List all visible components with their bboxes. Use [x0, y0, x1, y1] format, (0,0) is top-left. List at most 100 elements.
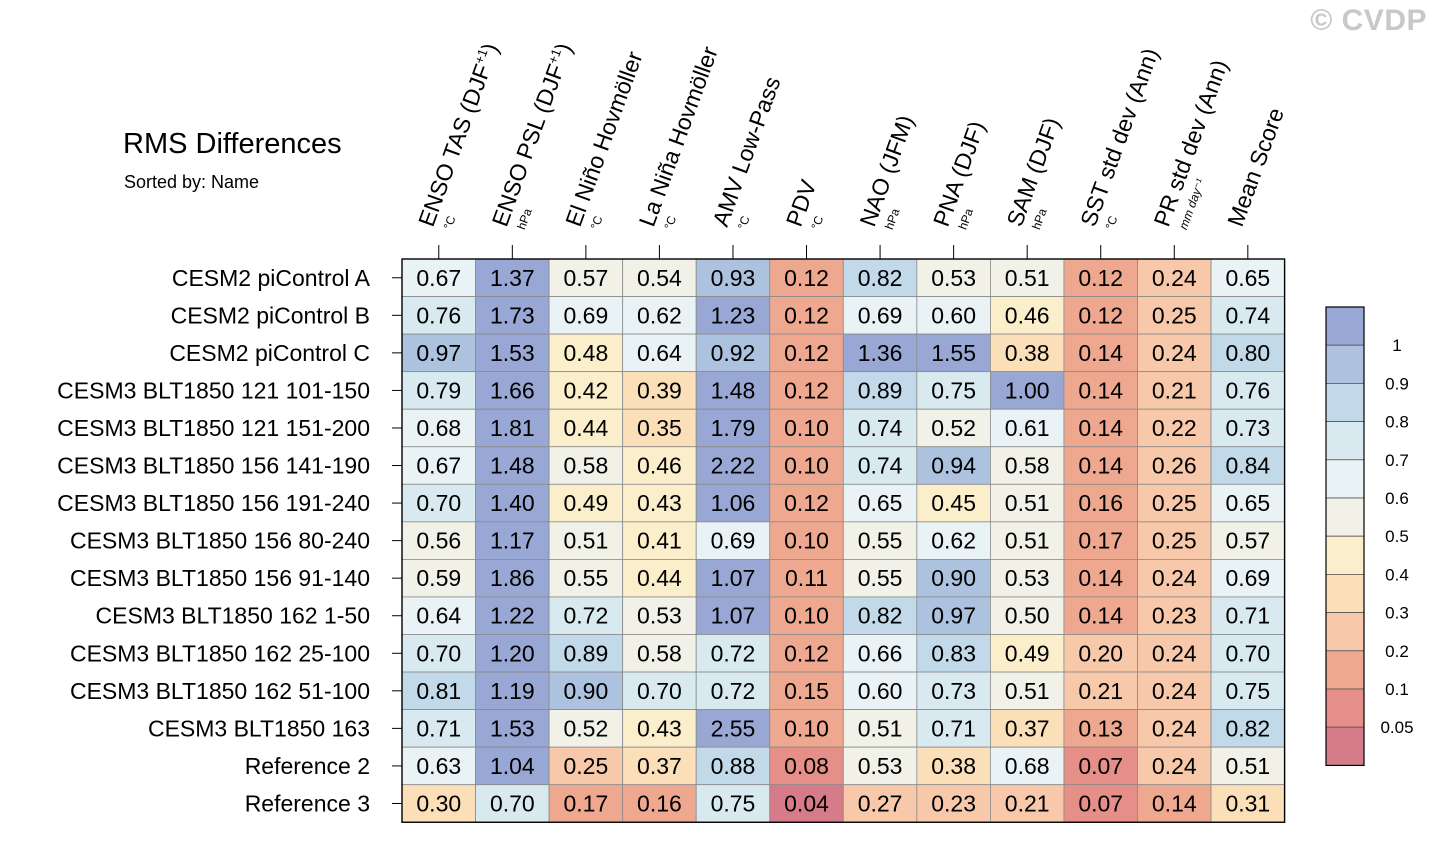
heatmap-cell	[695, 559, 771, 598]
row-label: CESM3 BLT1850 163	[148, 715, 370, 741]
heatmap-cell	[1137, 671, 1212, 710]
heatmap-cell	[695, 371, 771, 410]
cell-value: 0.72	[563, 603, 608, 629]
cell-value: 0.25	[563, 753, 608, 779]
cell-value: 0.65	[1225, 265, 1270, 291]
column-unit: hPa	[882, 206, 903, 231]
column-label: AMV Low-Pass	[707, 73, 785, 230]
heatmap-cell	[990, 296, 1065, 335]
legend-label: 0.05	[1380, 718, 1413, 737]
heatmap-cell	[1137, 746, 1212, 786]
cell-value: 0.12	[784, 265, 829, 291]
cell-value: 1.04	[490, 753, 535, 779]
heatmap-cell	[695, 296, 771, 335]
watermark: © CVDP	[1310, 4, 1427, 37]
cell-value: 0.76	[416, 302, 461, 328]
legend: 1 0.9 0.8 0.7 0.6 0.5 0.4 0.3 0.2 0.1 0.05	[1325, 306, 1414, 766]
heatmap-cell	[769, 709, 844, 748]
cell-value: 0.07	[1078, 753, 1123, 779]
row-label: CESM3 BLT1850 162 25-100	[70, 640, 370, 666]
cell-value: 1.07	[711, 603, 756, 629]
cell-value: 1.55	[931, 340, 976, 366]
cell-value: 0.38	[931, 753, 976, 779]
heatmap-cell	[769, 371, 844, 410]
heatmap-cell	[769, 746, 844, 786]
cell-value: 0.53	[1005, 565, 1050, 591]
heatmap-cell	[990, 446, 1065, 485]
heatmap-cell	[842, 596, 918, 635]
legend-swatch	[1325, 306, 1365, 346]
heatmap-cell	[1210, 521, 1286, 560]
legend-swatch	[1325, 344, 1365, 384]
legend-label: 1	[1392, 336, 1401, 355]
heatmap-cell	[401, 371, 476, 410]
column-unit: hPa	[956, 206, 977, 231]
heatmap-cell	[1137, 596, 1212, 635]
legend-label: 0.5	[1385, 527, 1409, 546]
cell-value: 0.50	[1005, 603, 1050, 629]
cell-value: 0.94	[931, 453, 976, 479]
cell-value: 2.22	[711, 453, 756, 479]
heatmap-cell	[401, 784, 476, 823]
cell-value: 0.26	[1152, 453, 1197, 479]
cell-value: 0.83	[931, 640, 976, 666]
cell-value: 0.70	[416, 490, 461, 516]
cell-value: 1.79	[711, 415, 756, 441]
cell-value: 0.24	[1152, 753, 1197, 779]
cell-value: 0.74	[858, 415, 903, 441]
row-label: CESM3 BLT1850 156 80-240	[70, 528, 370, 554]
cell-value: 0.44	[563, 415, 608, 441]
cell-value: 0.38	[1005, 340, 1050, 366]
heatmap-cell	[401, 408, 476, 448]
cell-value: 0.65	[858, 490, 903, 516]
cell-value: 0.14	[1078, 603, 1123, 629]
cell-value: 1.00	[1005, 377, 1050, 403]
cell-value: 1.22	[490, 603, 535, 629]
column-label: PNA (DJF)	[928, 118, 990, 230]
column-label: Mean Score	[1222, 104, 1289, 229]
cell-value: 0.21	[1005, 790, 1050, 816]
cell-value: 0.60	[931, 302, 976, 328]
cell-value: 0.97	[416, 340, 461, 366]
row-label: CESM3 BLT1850 162 51-100	[70, 678, 370, 704]
cell-value: 0.08	[784, 753, 829, 779]
cell-value: 0.60	[858, 678, 903, 704]
heatmap-cell	[990, 596, 1065, 635]
heatmap-cell	[475, 258, 550, 297]
heatmap-cell	[622, 596, 697, 635]
heatmap-cell	[548, 596, 624, 635]
heatmap-cell	[475, 634, 550, 673]
heatmap-cell	[1063, 634, 1138, 673]
cell-value: 0.51	[1005, 528, 1050, 554]
legend-swatch	[1325, 421, 1365, 461]
cell-value: 0.13	[1078, 715, 1123, 741]
heatmap-cell	[916, 784, 991, 823]
cell-value: 0.57	[563, 265, 608, 291]
cell-value: 0.63	[416, 753, 461, 779]
cell-value: 0.66	[858, 640, 903, 666]
row-label: CESM2 piControl A	[172, 265, 371, 291]
cell-value: 0.70	[1225, 640, 1270, 666]
heatmap-cell	[1137, 521, 1212, 560]
heatmap-cell	[1210, 671, 1286, 710]
column-label: El Niño Hovmöller	[560, 48, 647, 230]
row-label: Reference 2	[245, 753, 370, 779]
cell-value: 0.69	[1225, 565, 1270, 591]
heatmap-cell	[622, 746, 697, 786]
cell-value: 0.92	[711, 340, 756, 366]
cell-value: 0.11	[785, 565, 828, 591]
heatmap-cell	[769, 446, 844, 485]
cell-value: 0.68	[416, 415, 461, 441]
cell-value: 0.10	[784, 715, 829, 741]
heatmap-cell	[548, 371, 624, 410]
heatmap-cell	[475, 709, 550, 748]
cell-value: 0.62	[931, 528, 976, 554]
cell-value: 0.10	[784, 603, 829, 629]
heatmap-cell	[475, 746, 550, 786]
heatmap-cell	[1063, 371, 1138, 410]
cell-value: 0.82	[1225, 715, 1270, 741]
row-label: CESM3 BLT1850 156 191-240	[57, 490, 370, 516]
cell-value: 0.14	[1078, 565, 1123, 591]
heatmap-cell	[548, 559, 624, 598]
column-unit: °C	[661, 214, 679, 232]
